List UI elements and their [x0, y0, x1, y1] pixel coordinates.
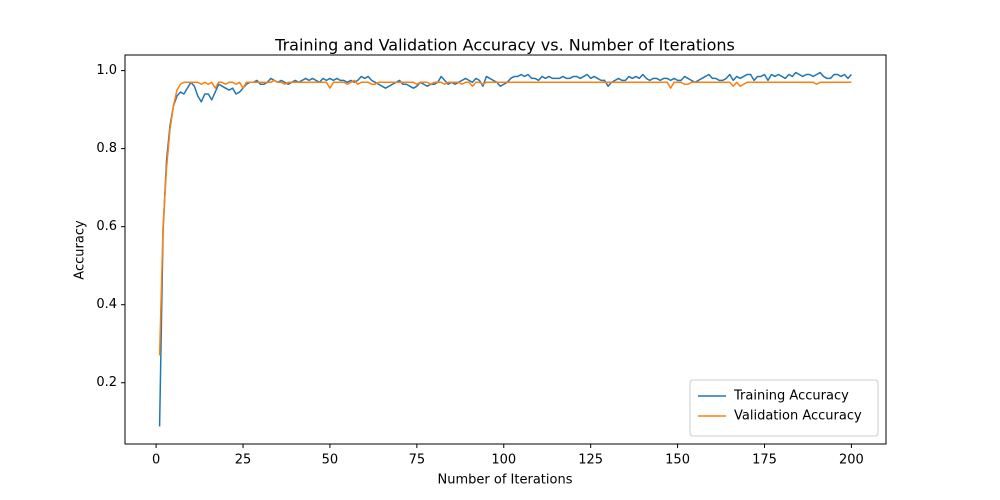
series-line [158, 79, 852, 356]
x-tick-label: 75 [409, 453, 426, 468]
y-tick-label: 1.0 [96, 63, 117, 78]
legend-label: Training Accuracy [733, 389, 849, 404]
x-tick-label: 200 [839, 453, 864, 468]
x-tick-label: 150 [665, 453, 690, 468]
legend: Training Accuracy Validation Accuracy [689, 379, 879, 437]
x-tick-label: 0 [152, 453, 160, 468]
x-tick-label: 50 [322, 453, 339, 468]
y-tick-label: 0.8 [96, 141, 117, 156]
x-tick-label: 100 [491, 453, 516, 468]
y-tick-label: 0.6 [96, 219, 117, 234]
x-axis-label: Number of Iterations [438, 473, 573, 488]
legend-label: Validation Accuracy [734, 409, 862, 424]
y-tick-label: 0.4 [96, 297, 117, 312]
y-tick-label: 0.2 [96, 375, 117, 390]
x-tick-label: 175 [752, 453, 777, 468]
chart-title: Training and Validation Accuracy vs. Num… [274, 36, 735, 55]
axes-frame [124, 54, 887, 445]
x-tick-label: 25 [235, 453, 252, 468]
y-axis-label: Accuracy [73, 220, 88, 280]
legend-frame [689, 379, 879, 437]
x-tick-label: 125 [578, 453, 603, 468]
